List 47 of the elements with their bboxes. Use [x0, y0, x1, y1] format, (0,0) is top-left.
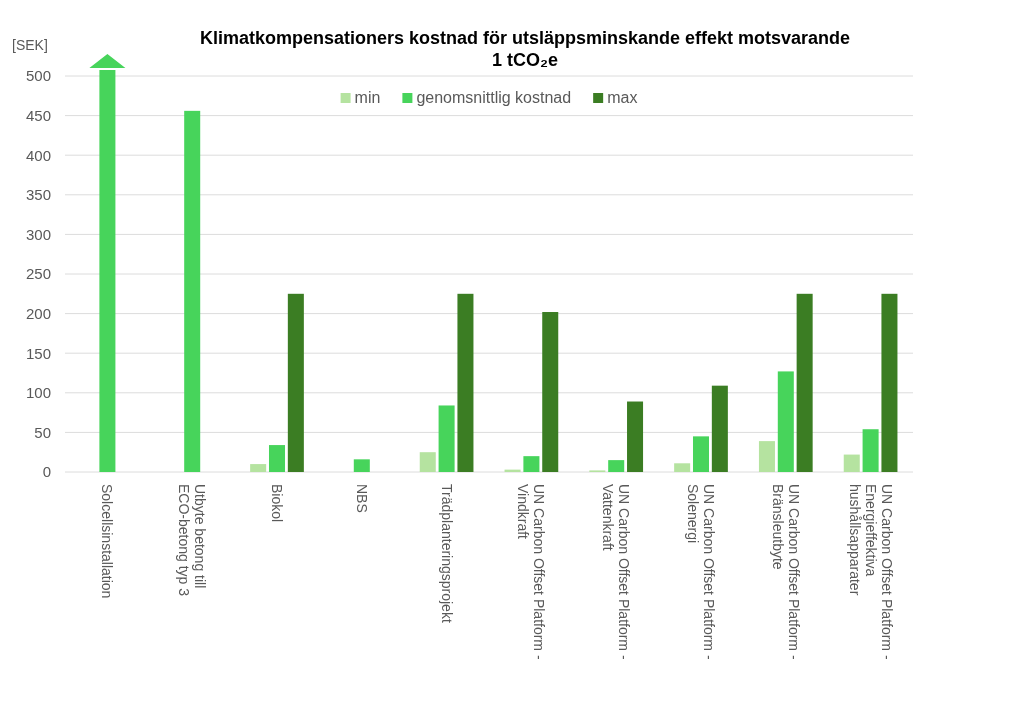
- x-tick-label: UN Carbon Offset Platform - Energieffektiva hushållsapparater: [846, 484, 895, 660]
- x-tick-label: Biokol: [269, 484, 285, 523]
- bar: [523, 456, 540, 472]
- bar: [457, 293, 474, 472]
- y-tick-label: 200: [25, 304, 51, 322]
- x-tick-label: Solcellsinstallation: [99, 484, 116, 599]
- x-tick-label: UN Carbon Offset Platform - Solenergi: [685, 484, 717, 660]
- bar: [843, 454, 860, 472]
- y-tick-label: 100: [25, 384, 51, 402]
- chart-title: Klimatkompensationers kostnad för utsläppsminskande effekt motsvarande 1 tCO₂e: [199, 28, 851, 70]
- x-tick-label: UN Carbon Offset Platform - Vindkraft: [515, 484, 548, 660]
- bar: [711, 385, 728, 472]
- y-tick-label: 350: [25, 186, 51, 204]
- bar: [419, 452, 436, 472]
- x-tick-label: Trädplanteringsprojekt: [438, 484, 455, 623]
- x-tick-label: Utbyte betong till ECO-betong typ 3: [176, 484, 209, 597]
- bar: [250, 464, 267, 472]
- y-tick-label: 500: [25, 67, 51, 85]
- bar: [353, 459, 370, 472]
- legend-label: min: [354, 89, 381, 106]
- y-tick-label: 450: [25, 106, 51, 124]
- y-tick-label: 400: [25, 146, 51, 164]
- legend-label: genomsnittlig kostnad: [416, 89, 572, 106]
- bar: [184, 110, 201, 472]
- bar: [438, 405, 455, 472]
- y-tick-label: 250: [25, 265, 51, 283]
- bar: [287, 293, 304, 472]
- y-tick-label: 0: [42, 463, 51, 481]
- bar: [758, 441, 775, 472]
- x-tick-label: UN Carbon Offset Platform - Bränsleutbyte: [769, 484, 802, 660]
- y-tick-label: 300: [25, 225, 51, 243]
- bar: [881, 293, 898, 472]
- x-tick-label: UN Carbon Offset Platform - Vattenkraft: [600, 484, 633, 660]
- legend-label: max: [607, 89, 638, 106]
- bar: [692, 436, 710, 472]
- bar: [268, 445, 286, 472]
- bar: [796, 293, 813, 472]
- bar: [608, 460, 625, 472]
- y-tick-label: 50: [34, 423, 51, 441]
- y-tick-label: 150: [25, 344, 51, 362]
- bar: [542, 312, 559, 472]
- bar: [862, 429, 879, 472]
- bar: [777, 371, 794, 472]
- x-tick-label: NBS: [353, 484, 370, 513]
- bar: [627, 401, 644, 472]
- bar: [674, 463, 691, 472]
- y-axis-title: [SEK]: [12, 37, 48, 53]
